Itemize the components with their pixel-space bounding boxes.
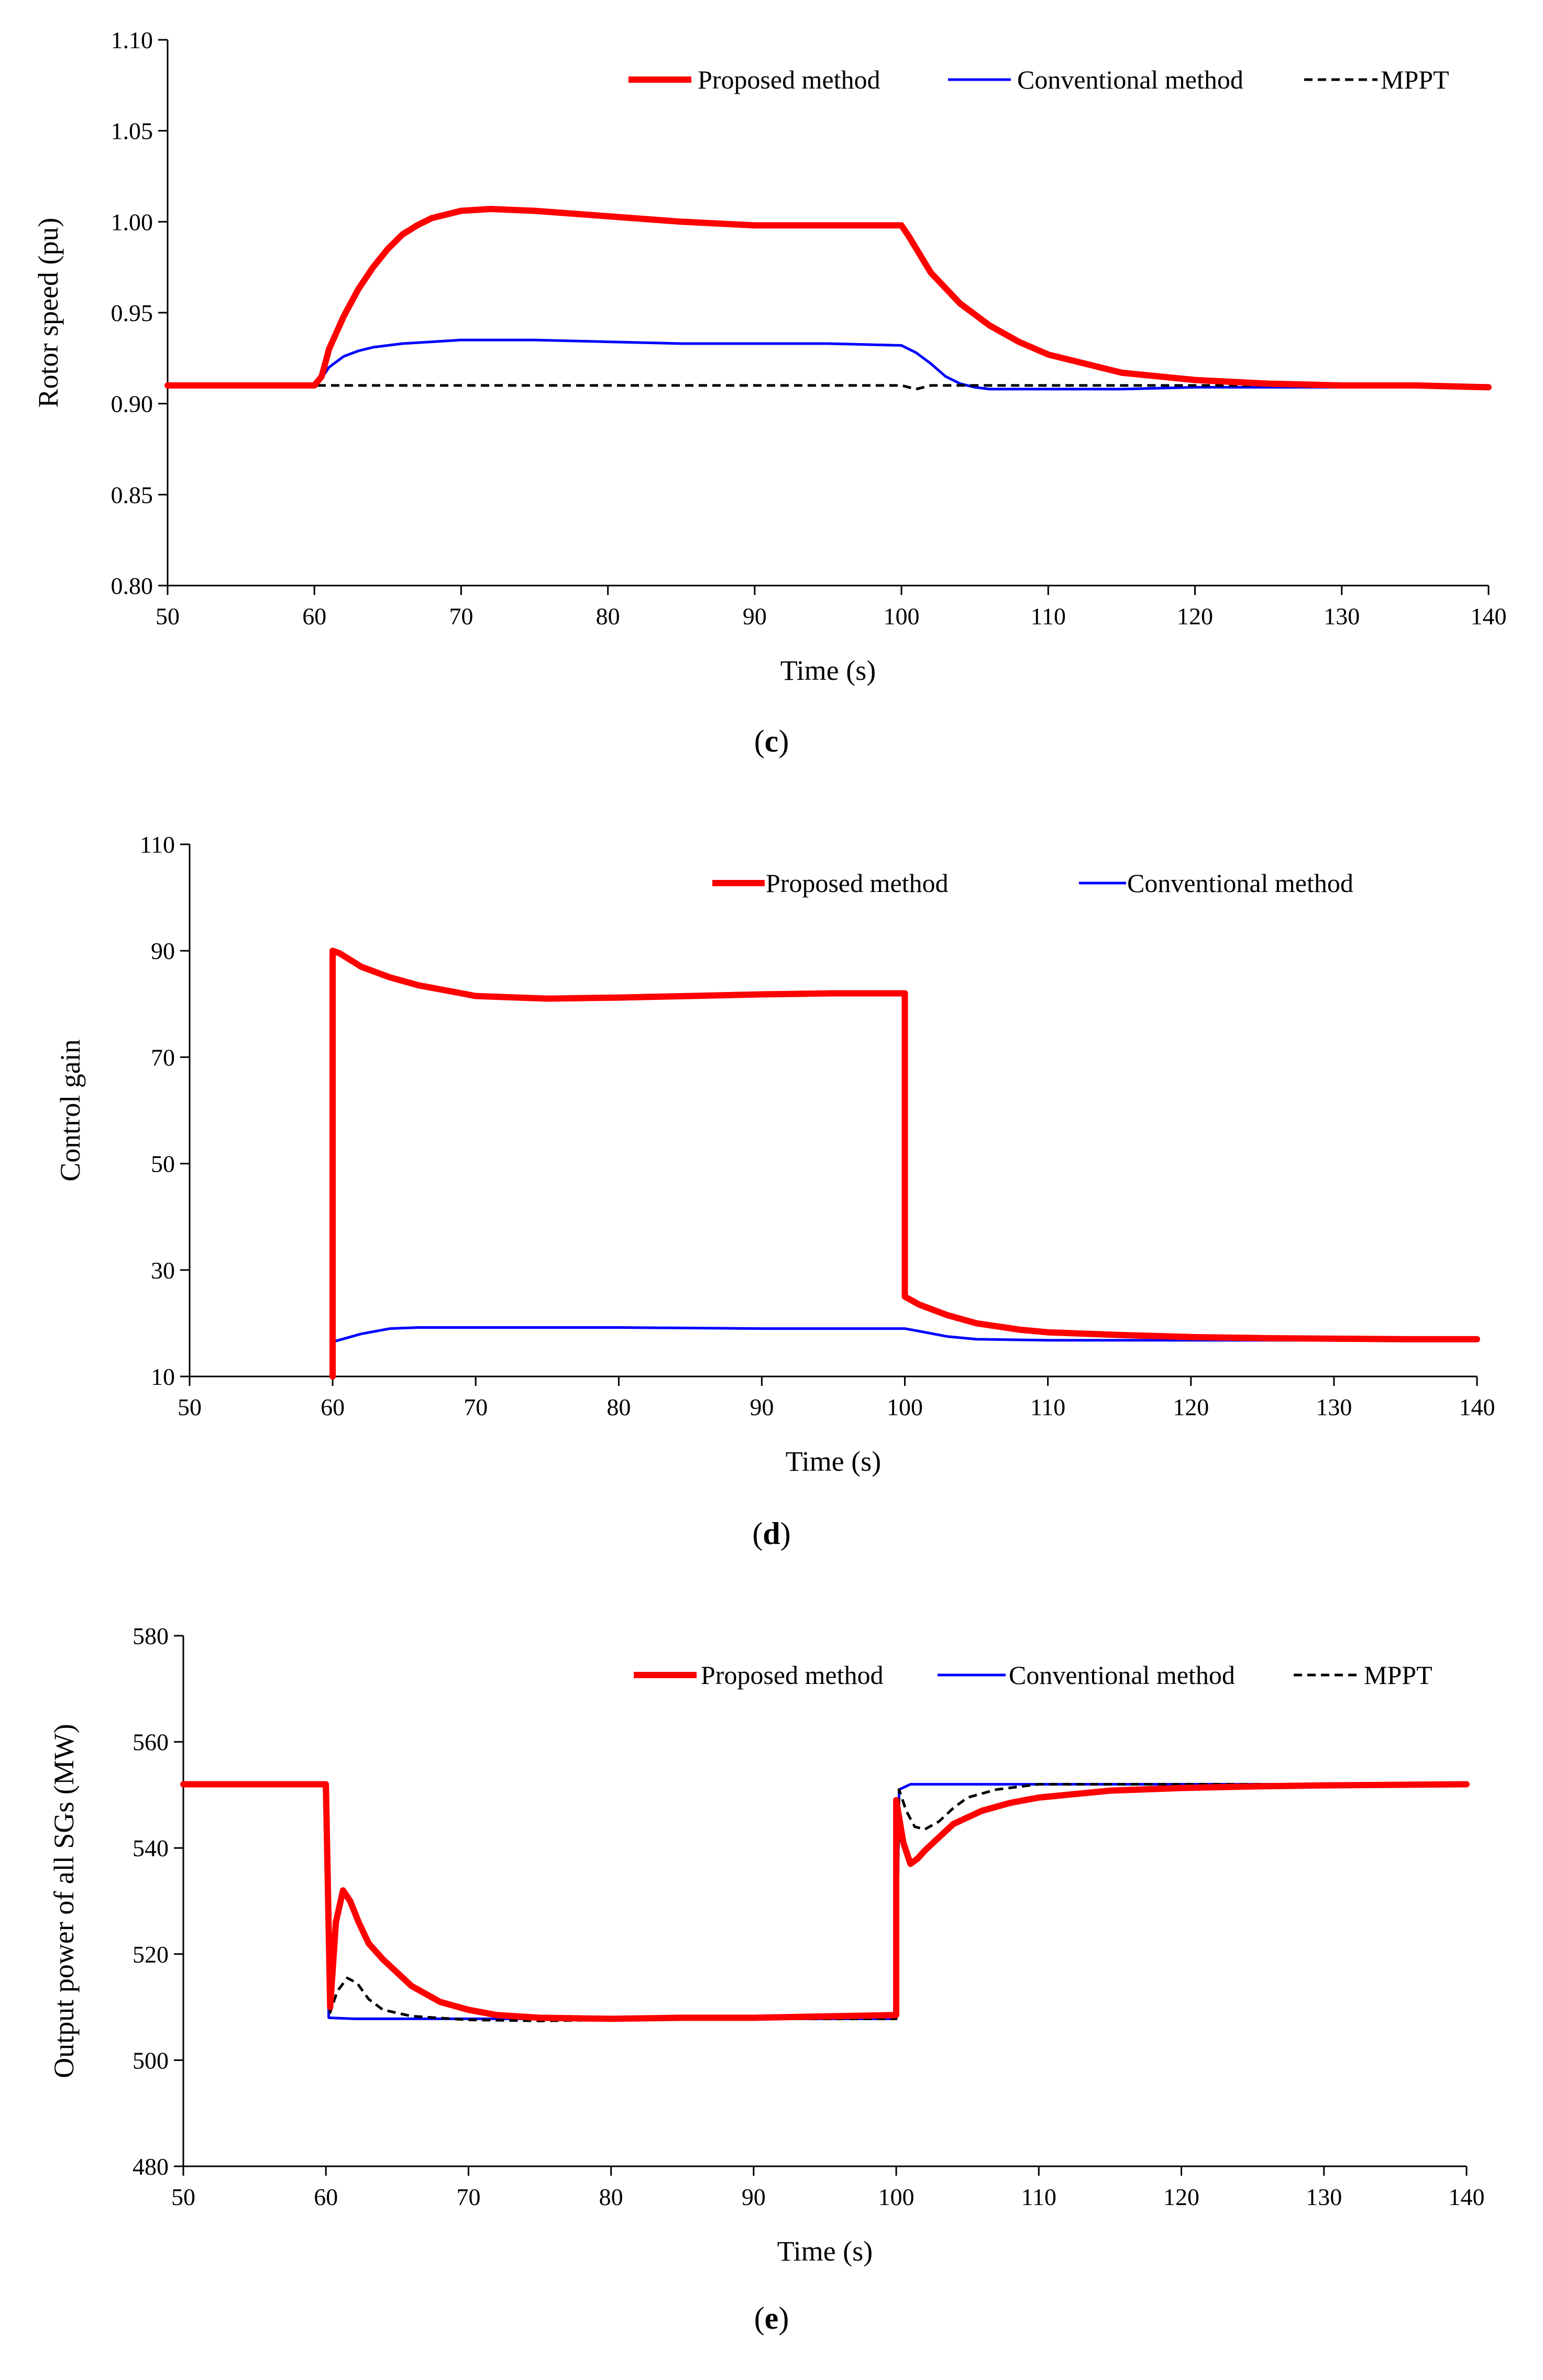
x-tick-label: 110 (1021, 2184, 1056, 2210)
panel-d: 10 30 50 70 90 110 50 60 70 80 90 100 110 120 130 140 Ti… (54, 831, 1495, 1551)
x-tick-label: 50 (171, 2184, 195, 2210)
y-axis-title: Output power of all SGs (MW) (48, 1724, 80, 2078)
series-line-proposed-method (329, 947, 1480, 1380)
x-tick-label: 110 (1031, 603, 1066, 630)
x-tick-label: 60 (321, 1394, 345, 1420)
y-tick-label: 520 (133, 1941, 169, 1968)
y-tick-label: 500 (133, 2047, 169, 2074)
y-tick-label: 0.85 (111, 481, 153, 508)
y-tick-label: 90 (151, 938, 175, 964)
y-tick-label: 30 (151, 1257, 175, 1284)
x-tick-label: 70 (456, 2184, 480, 2210)
x-tick-label: 100 (887, 1394, 923, 1420)
x-tick-label: 120 (1163, 2184, 1199, 2210)
x-tick-label: 120 (1177, 603, 1213, 630)
y-axis-title: Rotor speed (pu) (32, 218, 64, 408)
x-tick-label: 120 (1173, 1394, 1209, 1420)
panel-c: 0.80 0.85 0.90 0.95 1.00 1.05 1.10 50 60 70 80 90 10… (32, 27, 1507, 758)
x-tick-label: 90 (742, 2184, 766, 2210)
y-tick-label: 1.10 (111, 27, 153, 53)
x-tick-label: 50 (156, 603, 180, 630)
legend-label: MPPT (1381, 65, 1449, 94)
x-tick-label: 80 (607, 1394, 631, 1420)
series-line-conventional-method (166, 338, 1490, 391)
legend-label: MPPT (1364, 1660, 1432, 1690)
series-line-proposed-method (180, 1781, 1470, 2022)
panel-label: (d) (752, 1516, 790, 1551)
x-tick-label: 140 (1459, 1394, 1495, 1420)
x-tick-label: 130 (1324, 603, 1360, 630)
y-tick-label: 10 (151, 1363, 175, 1390)
x-tick-label: 110 (1030, 1394, 1065, 1420)
x-tick-label: 140 (1471, 603, 1507, 630)
x-tick-label: 70 (449, 603, 473, 630)
x-axis-title: Time (s) (786, 1446, 881, 1477)
x-tick-label: 90 (743, 603, 767, 630)
x-tick-label: 100 (878, 2184, 914, 2210)
x-tick-label: 80 (596, 603, 620, 630)
x-tick-label: 140 (1449, 2184, 1485, 2210)
x-tick-label: 60 (302, 603, 326, 630)
y-tick-label: 110 (140, 831, 175, 858)
legend-label: Proposed method (701, 1660, 884, 1690)
panel-label: (e) (754, 2301, 789, 2335)
x-tick-label: 70 (464, 1394, 488, 1420)
series-line-proposed-method (164, 206, 1492, 391)
x-axis-title: Time (s) (777, 2235, 873, 2267)
y-tick-label: 580 (133, 1623, 169, 1649)
legend-label: Conventional method (1017, 65, 1243, 94)
y-tick-label: 0.95 (111, 300, 153, 326)
x-tick-label: 100 (884, 603, 920, 630)
legend-label: Proposed method (766, 868, 949, 898)
x-tick-label: 60 (314, 2184, 338, 2210)
legend-label: Proposed method (698, 65, 880, 94)
x-axis-title: Time (s) (780, 655, 876, 686)
panel-e: 480 500 520 540 560 580 50 60 70 80 90 100 110 120 130… (48, 1623, 1485, 2335)
y-tick-label: 1.00 (111, 208, 153, 235)
y-tick-label: 0.90 (111, 391, 153, 417)
y-tick-label: 480 (133, 2153, 169, 2180)
y-axis-title: Control gain (54, 1039, 86, 1181)
y-tick-label: 1.05 (111, 118, 153, 145)
legend-label: Conventional method (1009, 1660, 1235, 1690)
y-tick-label: 560 (133, 1729, 169, 1756)
panel-label: (c) (754, 724, 789, 758)
x-tick-label: 130 (1306, 2184, 1342, 2210)
y-tick-label: 70 (151, 1044, 175, 1071)
legend-label: Conventional method (1127, 868, 1353, 898)
x-tick-label: 130 (1316, 1394, 1352, 1420)
y-tick-label: 540 (133, 1835, 169, 1861)
x-tick-label: 50 (178, 1394, 202, 1420)
x-tick-label: 80 (599, 2184, 623, 2210)
series-line-conventional-method (331, 1326, 1479, 1378)
x-tick-label: 90 (750, 1394, 774, 1420)
y-tick-label: 50 (151, 1151, 175, 1177)
y-tick-label: 0.80 (111, 572, 153, 599)
